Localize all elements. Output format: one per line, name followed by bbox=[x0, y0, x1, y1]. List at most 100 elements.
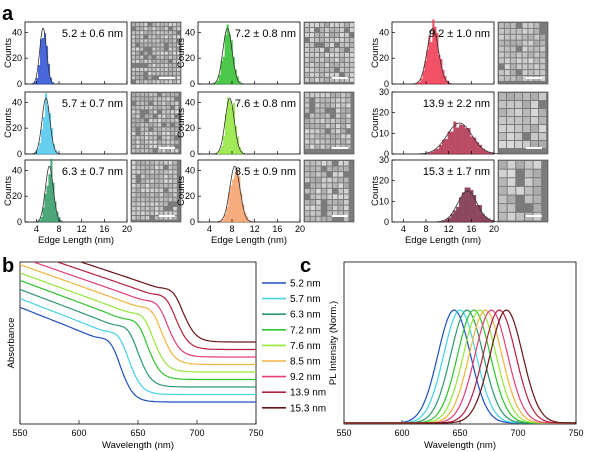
histogram-bar bbox=[45, 93, 48, 155]
nanocrystal bbox=[310, 118, 315, 124]
nanocrystal bbox=[321, 183, 327, 188]
gaussian-fit-line bbox=[433, 190, 501, 223]
histogram-5: 0 20 40 4 8 12 16 20 8.5 ± 0.9 nm Counts Edge Leng… bbox=[176, 159, 305, 246]
nanocrystal bbox=[162, 101, 166, 105]
tem-image-background bbox=[130, 91, 182, 155]
nanocrystal bbox=[175, 93, 179, 97]
nanocrystal bbox=[136, 39, 140, 43]
histogram-bar bbox=[464, 187, 468, 223]
nanocrystal bbox=[152, 47, 156, 51]
nanocrystal bbox=[157, 127, 162, 131]
nanocrystal bbox=[145, 188, 150, 193]
size-label: 5.7 ± 0.7 nm bbox=[62, 98, 123, 110]
nanocrystal bbox=[166, 114, 170, 118]
nanocrystal bbox=[531, 101, 539, 109]
nanocrystal bbox=[136, 118, 140, 123]
nanocrystal bbox=[334, 77, 339, 82]
nanocrystal bbox=[136, 149, 140, 153]
nanocrystal bbox=[176, 59, 181, 63]
histogram-3: 0 20 40 7.2 ± 0.8 nm Counts bbox=[176, 21, 301, 89]
histogram-bar bbox=[456, 127, 460, 155]
nanocrystal bbox=[523, 101, 531, 109]
nanocrystal bbox=[168, 23, 172, 27]
panel-letter-a: a bbox=[2, 3, 14, 25]
tem-image-background bbox=[130, 21, 182, 85]
nanocrystal bbox=[141, 188, 145, 193]
nanocrystal bbox=[140, 80, 144, 84]
nanocrystal bbox=[132, 43, 136, 47]
nanocrystal bbox=[132, 149, 136, 153]
nanocrystal bbox=[164, 179, 168, 183]
y-axis-label: Counts bbox=[370, 108, 381, 138]
tem-image-5 bbox=[303, 159, 355, 223]
nanocrystal bbox=[150, 179, 154, 183]
nanocrystal bbox=[324, 37, 329, 42]
panel-letter-c: c bbox=[300, 255, 311, 277]
y-tick-label: 20 bbox=[379, 53, 389, 63]
nanocrystal bbox=[330, 139, 336, 144]
histogram-bar bbox=[459, 197, 462, 223]
histogram-bar bbox=[442, 220, 445, 223]
nanocrystal bbox=[346, 124, 351, 129]
nanocrystal bbox=[504, 52, 510, 58]
nanocrystal bbox=[305, 166, 310, 172]
nanocrystal bbox=[325, 103, 330, 108]
nanocrystal bbox=[132, 197, 136, 202]
nanocrystal bbox=[132, 59, 136, 63]
nanocrystal bbox=[164, 197, 168, 202]
nanocrystal bbox=[540, 70, 546, 76]
nanocrystal bbox=[170, 110, 175, 114]
nanocrystal bbox=[170, 144, 175, 149]
nanocrystal bbox=[132, 31, 136, 35]
nanocrystal bbox=[140, 144, 144, 149]
nanocrystal bbox=[160, 31, 164, 35]
nanocrystal bbox=[149, 97, 153, 101]
y-tick-label: 20 bbox=[379, 176, 389, 186]
nanocrystal bbox=[531, 141, 539, 149]
nanocrystal bbox=[166, 101, 170, 105]
y-axis-label: Absorbance bbox=[6, 318, 17, 369]
nanocrystal bbox=[168, 55, 172, 59]
nanocrystal bbox=[324, 77, 329, 82]
nanocrystal bbox=[173, 170, 177, 174]
nanocrystal bbox=[338, 177, 344, 183]
nanocrystal bbox=[159, 193, 164, 197]
nanocrystal bbox=[310, 161, 316, 166]
histogram-bar bbox=[444, 219, 448, 223]
nanocrystal bbox=[173, 193, 177, 197]
nanocrystal bbox=[149, 149, 153, 153]
nanocrystal bbox=[172, 39, 176, 43]
nanocrystal bbox=[499, 169, 507, 178]
nanocrystal bbox=[507, 169, 516, 178]
histogram-bar bbox=[240, 192, 243, 223]
y-tick-label: 0 bbox=[190, 217, 195, 227]
nanocrystal bbox=[314, 47, 319, 52]
nanocrystal bbox=[132, 165, 136, 170]
nanocrystal bbox=[524, 186, 533, 195]
nanocrystal bbox=[136, 193, 141, 197]
nanocrystal bbox=[305, 93, 310, 98]
histogram-bar bbox=[478, 205, 482, 223]
nanocrystal bbox=[315, 139, 320, 144]
nanocrystal bbox=[499, 125, 507, 133]
nanocrystal bbox=[170, 114, 175, 118]
histogram-bar bbox=[434, 26, 437, 85]
nanocrystal bbox=[327, 211, 332, 216]
nanocrystal bbox=[144, 97, 149, 101]
nanocrystal bbox=[140, 43, 144, 47]
nanocrystal bbox=[499, 93, 507, 101]
nanocrystal bbox=[349, 52, 354, 57]
y-tick-label: 20 bbox=[185, 123, 195, 133]
histogram-bar bbox=[42, 207, 45, 223]
nanocrystal bbox=[336, 113, 341, 118]
nanocrystal bbox=[148, 39, 152, 43]
nanocrystal bbox=[344, 177, 349, 183]
nanocrystal bbox=[315, 103, 320, 108]
nanocrystal bbox=[141, 174, 145, 179]
x-tick-label: 16 bbox=[272, 224, 282, 234]
legend-label-0: 5.2 nm bbox=[290, 279, 321, 290]
gaussian-fit-line bbox=[35, 165, 63, 223]
nanocrystal bbox=[522, 46, 528, 52]
nanocrystal bbox=[162, 140, 166, 144]
